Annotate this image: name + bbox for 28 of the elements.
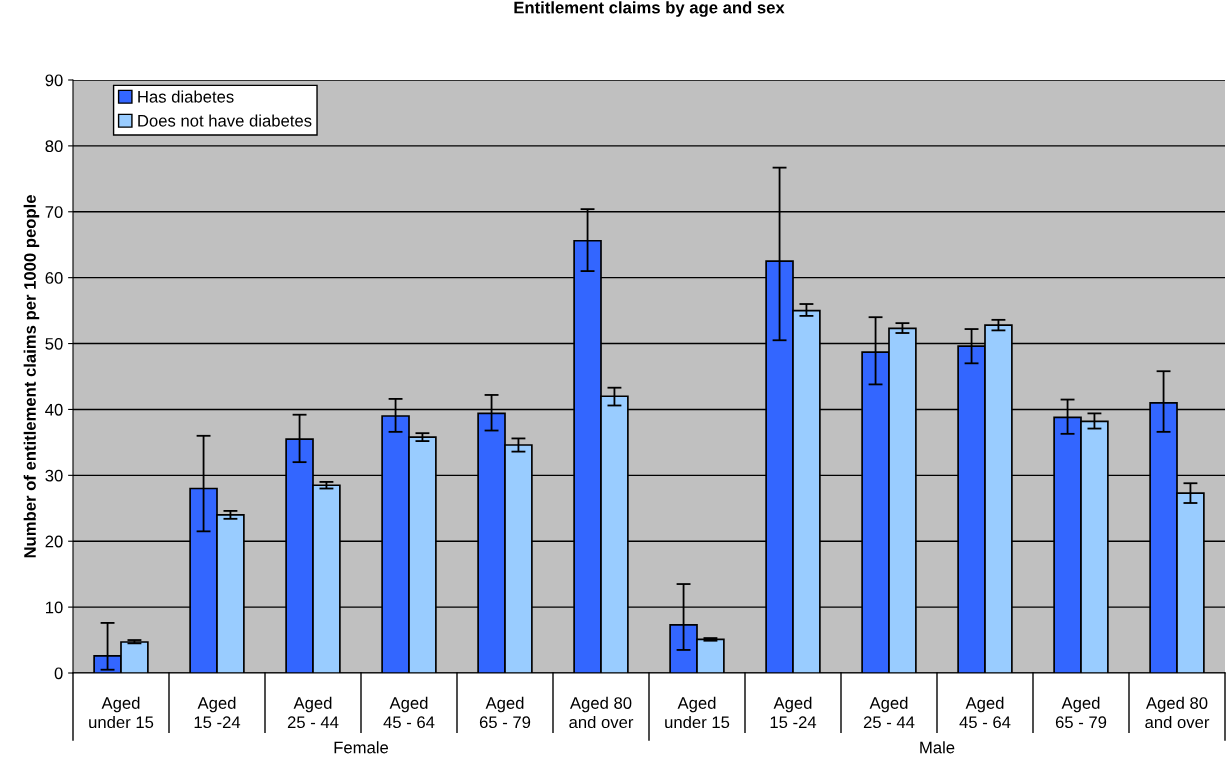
y-tick-label: 70 <box>45 206 63 218</box>
x-tick-label: Aged 15 -24 <box>194 696 241 729</box>
y-tick-label: 10 <box>46 601 63 614</box>
legend-label: Does not have diabetes <box>138 114 312 127</box>
x-tick-label: Aged 65 - 79 <box>1055 696 1107 729</box>
text: Male <box>920 741 955 754</box>
x-tick-label: Aged under 15 <box>665 696 730 729</box>
y-axis-title: Number of entitlement claims per 1000 people <box>23 195 40 558</box>
x-tick-label: Aged 65 - 79 <box>479 696 531 729</box>
text: Female <box>334 741 389 754</box>
chart-title: Entitlement claims by age and sex <box>514 1 785 17</box>
y-tick-label: 50 <box>45 337 63 350</box>
y-tick-label: 20 <box>45 535 63 548</box>
y-tick-label: 40 <box>45 403 63 416</box>
x-tick-label: Aged 15 -24 <box>770 696 817 729</box>
legend-label: Has diabetes <box>138 90 234 103</box>
x-tick-label: Aged 45 - 64 <box>959 696 1011 729</box>
x-tick-label: Aged 80 and over <box>569 696 634 729</box>
y-tick-label: 60 <box>45 272 63 284</box>
y-tick-label: 30 <box>45 469 63 482</box>
y-tick-label: 80 <box>45 140 63 153</box>
x-tick-label: Aged 45 - 64 <box>383 696 435 729</box>
x-tick-label: Aged 25 - 44 <box>863 696 915 729</box>
x-tick-label: Aged 80 and over <box>1145 696 1210 729</box>
y-tick-label: 90 <box>45 74 63 87</box>
y-tick-label: 0 <box>54 667 63 680</box>
x-tick-label: Aged 25 - 44 <box>287 696 339 729</box>
x-tick-label: Aged under 15 <box>89 696 154 729</box>
